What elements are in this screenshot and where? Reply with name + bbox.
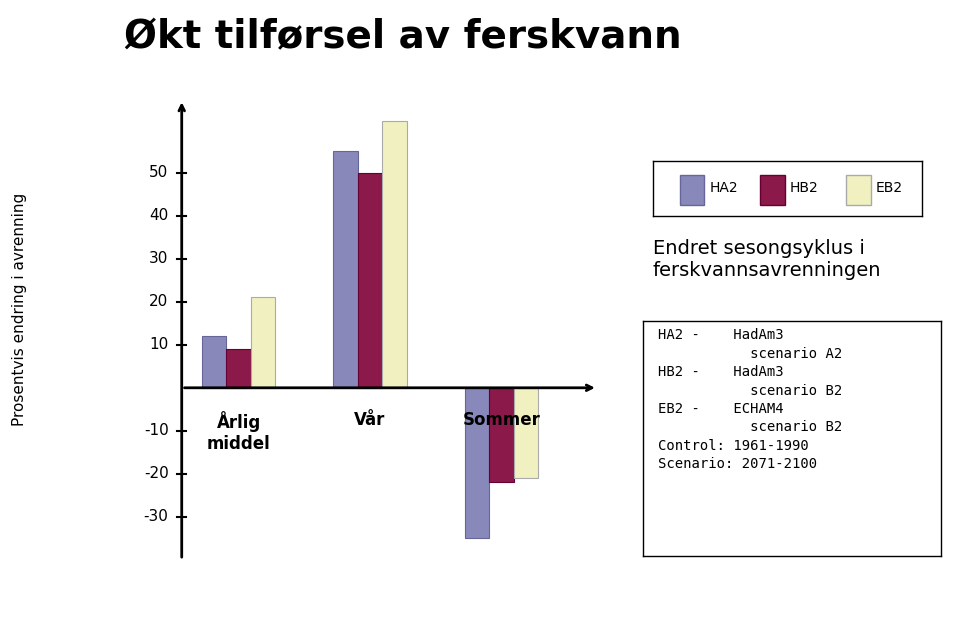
FancyBboxPatch shape: [680, 174, 704, 205]
Bar: [382, 121, 407, 388]
FancyBboxPatch shape: [760, 174, 784, 205]
Bar: [358, 172, 382, 388]
Text: HA2: HA2: [709, 182, 738, 195]
Text: 40: 40: [150, 208, 169, 223]
Text: 10: 10: [150, 337, 169, 352]
Text: HB2: HB2: [790, 182, 819, 195]
Bar: [465, 388, 490, 538]
FancyBboxPatch shape: [847, 174, 871, 205]
Text: -30: -30: [144, 509, 169, 525]
Text: 30: 30: [149, 251, 169, 266]
Text: -10: -10: [144, 423, 169, 438]
Bar: [333, 151, 358, 388]
Bar: [251, 297, 276, 388]
Text: Vår: Vår: [354, 412, 386, 430]
Bar: [490, 388, 514, 483]
Text: Sommer: Sommer: [463, 412, 540, 430]
Text: Årlig
middel: Årlig middel: [206, 412, 271, 453]
Text: 50: 50: [150, 165, 169, 180]
Text: HA2 -    HadAm3
           scenario A2
HB2 -    HadAm3
           scenario B2
EB: HA2 - HadAm3 scenario A2 HB2 - HadAm3 sc…: [659, 328, 842, 471]
Bar: [202, 336, 227, 388]
Text: -20: -20: [144, 467, 169, 481]
Text: Prosentvis endring i avrenning: Prosentvis endring i avrenning: [12, 192, 27, 426]
Text: EB2: EB2: [876, 182, 903, 195]
Text: Økt tilførsel av ferskvann: Økt tilførsel av ferskvann: [125, 19, 682, 56]
Text: 20: 20: [150, 294, 169, 309]
Bar: [514, 388, 539, 478]
Text: Endret sesongsyklus i
ferskvannsavrenningen: Endret sesongsyklus i ferskvannsavrennin…: [653, 239, 881, 280]
Bar: [227, 349, 251, 388]
